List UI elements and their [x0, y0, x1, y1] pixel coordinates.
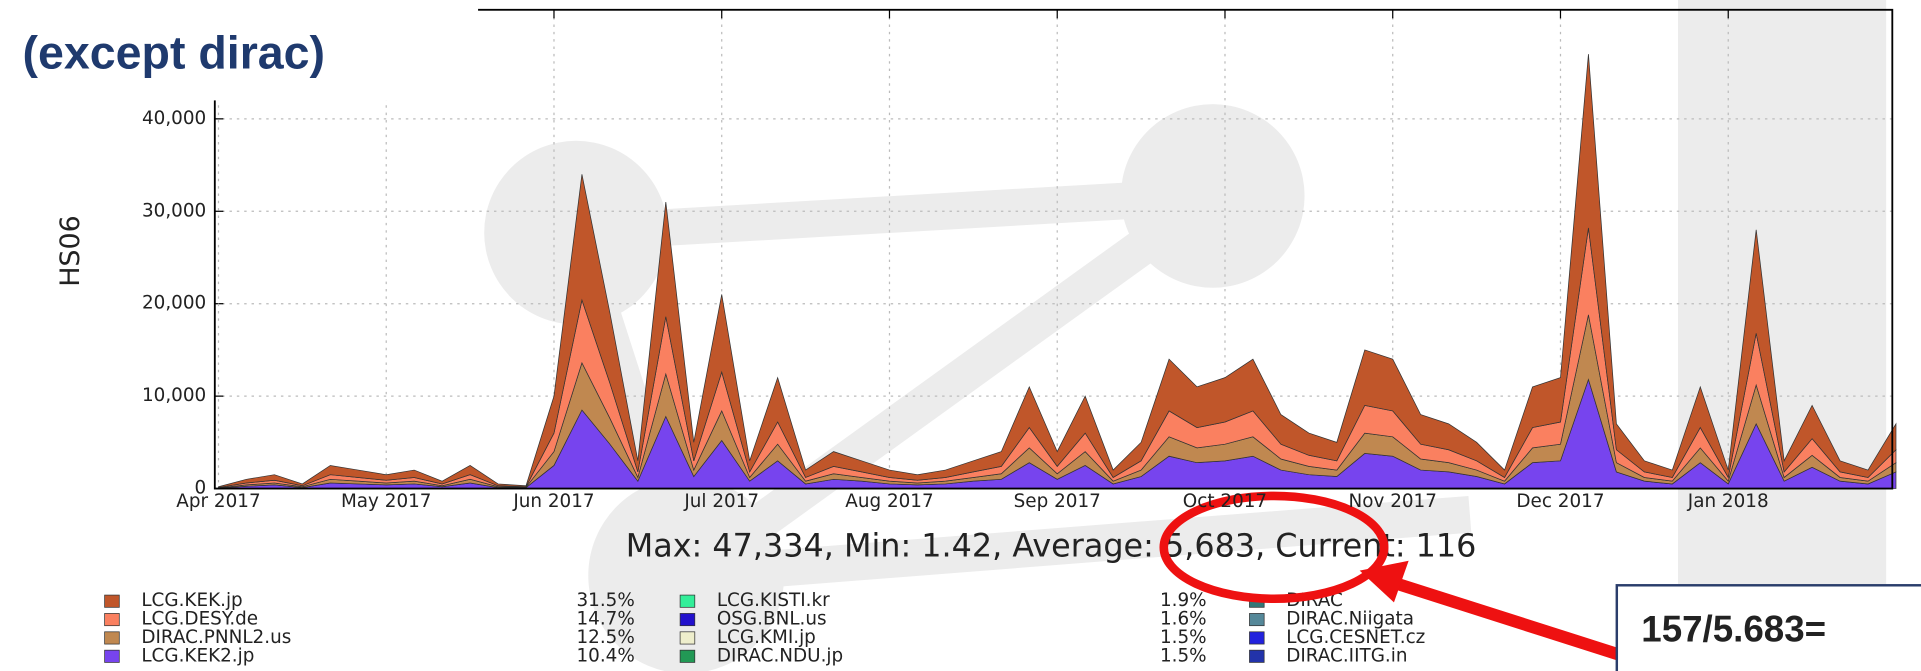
legend-label: LCG.CESNET.cz — [1286, 627, 1425, 648]
legend-label: LCG.KMI.jp — [717, 627, 816, 648]
legend-share: 1.5% — [1160, 627, 1207, 648]
note-box — [1615, 584, 1921, 671]
legend-label: LCG.KEK.jp — [141, 590, 242, 611]
legend-share: 10.4% — [576, 645, 634, 666]
arrow — [1388, 575, 1650, 670]
legend-swatch — [1249, 631, 1265, 645]
legend-share: 1.9% — [1160, 590, 1207, 611]
x-tick-label: Jun 2017 — [512, 491, 594, 512]
legend-label: DIRAC.NDU.jp — [717, 645, 843, 666]
legend-label: DIRAC.Niigata — [1286, 609, 1414, 630]
legend-swatch — [679, 613, 696, 627]
legend-swatch — [679, 631, 696, 645]
legend-share: 12.5% — [576, 627, 634, 648]
stats: Max: 47,334, Min: 1.42, Average: 5,683, … — [626, 526, 1477, 564]
y-tick-label: 30,000 — [142, 200, 206, 221]
highlight-ellipse — [1159, 491, 1389, 604]
x-tick-label: Jan 2018 — [1687, 491, 1769, 512]
legend-label: OSG.BNL.us — [717, 609, 827, 630]
legend: LCG.KEK.jp 31.5% LCG.DESY.de 14.7% DIRAC.PNN… — [104, 590, 1425, 666]
legend-swatch — [104, 594, 120, 608]
legend-share: 14.7% — [576, 609, 634, 630]
watermark — [484, 0, 1887, 671]
x-tick-label: Dec 2017 — [1516, 491, 1604, 512]
legend-label: LCG.DESY.de — [141, 609, 258, 630]
legend-swatch — [679, 649, 696, 663]
area — [218, 227, 1897, 489]
y-tick-label: 0 — [195, 478, 207, 499]
legend-label: LCG.KISTI.kr — [717, 590, 830, 611]
legend-swatch — [1249, 613, 1265, 627]
legend-swatch — [1249, 649, 1265, 663]
plot-frame — [213, 8, 1894, 490]
x-tick-label: Jul 2017 — [683, 491, 759, 512]
title-box — [0, 0, 479, 101]
chart-title: (except dirac) — [23, 27, 325, 79]
x-tick-label: Apr 2017 — [176, 491, 260, 512]
y-axis-label: HS06 — [55, 215, 86, 287]
area — [218, 54, 1897, 488]
y-tick-label: 20,000 — [142, 293, 206, 314]
x-tick-label: Aug 2017 — [845, 491, 933, 512]
x-tick-label: May 2017 — [341, 491, 432, 512]
legend-share: 1.6% — [1160, 609, 1207, 630]
legend-label: LCG.KEK2.jp — [141, 645, 254, 666]
legend-share: 31.5% — [576, 590, 634, 611]
legend-label: DIRAC.PNNL2.us — [141, 627, 291, 648]
y-tick-label: 10,000 — [142, 385, 206, 406]
legend-label: DIRAC.IITG.in — [1286, 645, 1407, 666]
legend-swatch — [104, 649, 120, 663]
legend-swatch — [104, 613, 120, 627]
x-tick-label: Sep 2017 — [1014, 491, 1101, 512]
x-tick-label: Nov 2017 — [1349, 491, 1437, 512]
note: 157/5.683= — [1641, 609, 1826, 650]
arrow-head — [1359, 560, 1409, 603]
x-tick-label: Oct 2017 — [1183, 491, 1267, 512]
legend-swatch — [679, 594, 696, 608]
legend-share: 1.5% — [1160, 645, 1207, 666]
y-tick-label: 40,000 — [142, 108, 206, 129]
legend-swatch — [104, 631, 120, 645]
